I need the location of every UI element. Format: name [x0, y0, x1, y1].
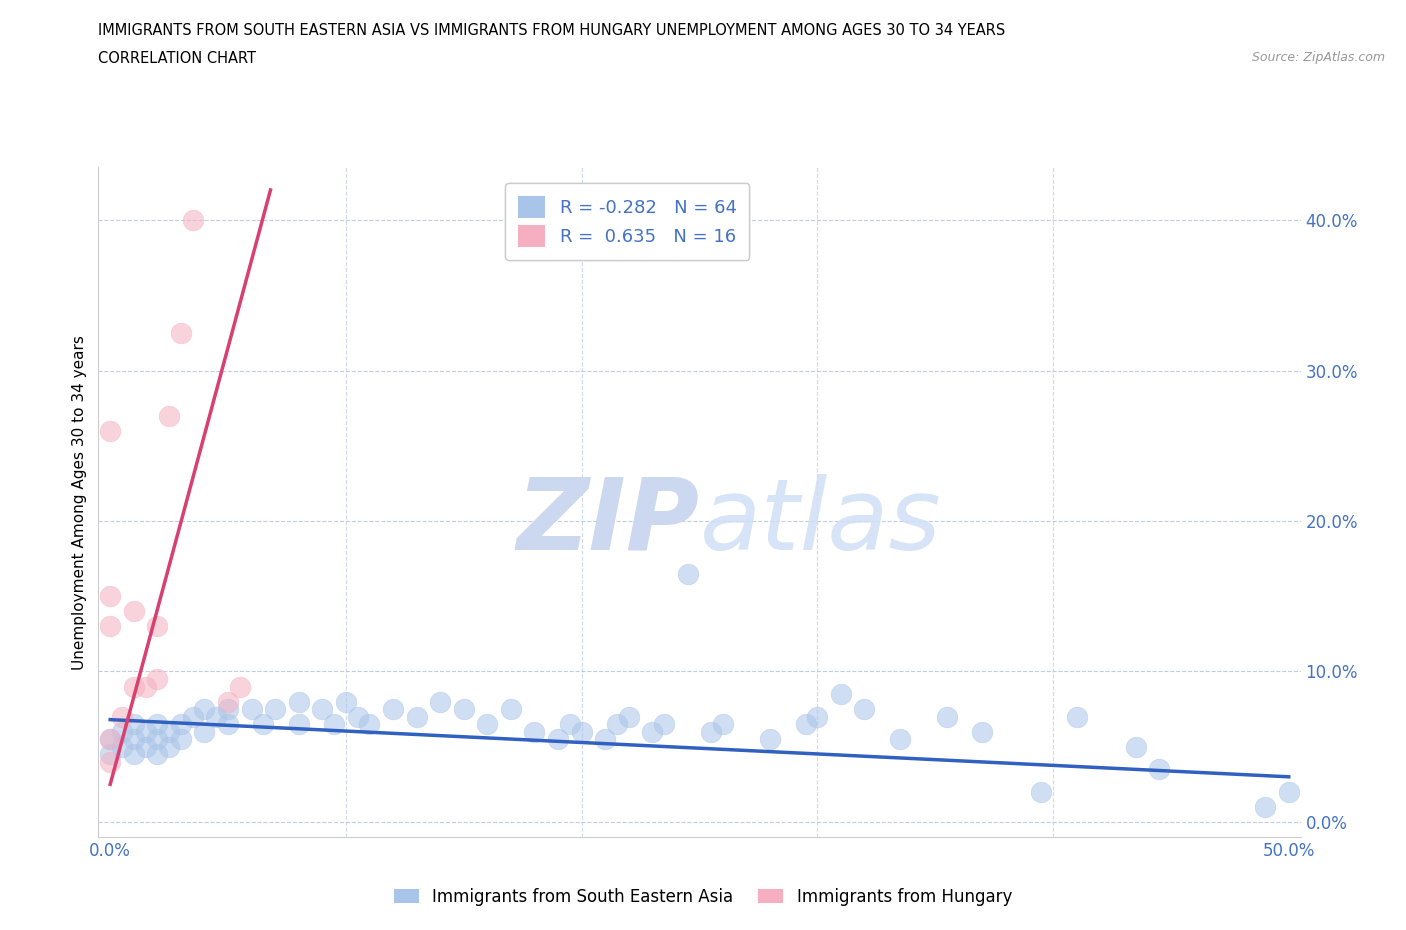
Legend: Immigrants from South Eastern Asia, Immigrants from Hungary: Immigrants from South Eastern Asia, Immi… [387, 881, 1019, 912]
Point [359, 717, 381, 732]
Point [523, 724, 546, 739]
Point [700, 724, 723, 739]
Text: CORRELATION CHART: CORRELATION CHART [98, 51, 256, 66]
Point [240, 701, 263, 716]
Point [889, 732, 911, 747]
Point [98, 589, 121, 604]
Text: atlas: atlas [699, 473, 941, 571]
Point [157, 724, 180, 739]
Point [193, 701, 215, 716]
Point [806, 710, 828, 724]
Point [146, 717, 169, 732]
Point [936, 710, 959, 724]
Point [617, 710, 640, 724]
Point [157, 739, 180, 754]
Point [217, 701, 239, 716]
Point [972, 724, 994, 739]
Point [676, 566, 699, 581]
Point [122, 604, 145, 618]
Point [711, 717, 734, 732]
Point [499, 701, 522, 716]
Point [146, 618, 169, 633]
Point [558, 717, 581, 732]
Point [98, 732, 121, 747]
Point [287, 694, 309, 709]
Point [311, 701, 333, 716]
Point [146, 732, 169, 747]
Point [547, 732, 569, 747]
Point [477, 717, 499, 732]
Point [111, 710, 134, 724]
Point [146, 671, 169, 686]
Point [571, 724, 593, 739]
Text: IMMIGRANTS FROM SOUTH EASTERN ASIA VS IMMIGRANTS FROM HUNGARY UNEMPLOYMENT AMONG: IMMIGRANTS FROM SOUTH EASTERN ASIA VS IM… [98, 23, 1005, 38]
Point [181, 213, 204, 228]
Point [287, 717, 309, 732]
Point [111, 739, 134, 754]
Point [405, 710, 427, 724]
Point [1031, 784, 1053, 799]
Point [135, 679, 157, 694]
Point [652, 717, 675, 732]
Y-axis label: Unemployment Among Ages 30 to 34 years: Unemployment Among Ages 30 to 34 years [72, 335, 87, 670]
Legend: R = -0.282   N = 64, R =  0.635   N = 16: R = -0.282 N = 64, R = 0.635 N = 16 [505, 183, 749, 259]
Point [264, 701, 287, 716]
Point [122, 747, 145, 762]
Point [382, 701, 405, 716]
Point [830, 686, 852, 701]
Text: ZIP: ZIP [516, 473, 699, 571]
Text: Source: ZipAtlas.com: Source: ZipAtlas.com [1251, 51, 1385, 64]
Point [794, 717, 817, 732]
Point [181, 710, 204, 724]
Point [205, 710, 228, 724]
Point [252, 717, 274, 732]
Point [170, 326, 193, 340]
Point [323, 717, 346, 732]
Point [146, 747, 169, 762]
Point [135, 724, 157, 739]
Point [429, 694, 451, 709]
Point [98, 754, 121, 769]
Point [217, 694, 239, 709]
Point [98, 747, 121, 762]
Point [335, 694, 357, 709]
Point [111, 724, 134, 739]
Point [641, 724, 664, 739]
Point [193, 724, 215, 739]
Point [135, 739, 157, 754]
Point [1147, 762, 1170, 777]
Point [98, 423, 121, 438]
Point [157, 408, 180, 423]
Point [606, 717, 628, 732]
Point [1066, 710, 1088, 724]
Point [229, 679, 252, 694]
Point [98, 618, 121, 633]
Point [98, 732, 121, 747]
Point [170, 732, 193, 747]
Point [1254, 800, 1277, 815]
Point [453, 701, 475, 716]
Point [759, 732, 782, 747]
Point [122, 717, 145, 732]
Point [217, 717, 239, 732]
Point [346, 710, 368, 724]
Point [1278, 784, 1301, 799]
Point [122, 732, 145, 747]
Point [853, 701, 876, 716]
Point [593, 732, 616, 747]
Point [122, 679, 145, 694]
Point [170, 717, 193, 732]
Point [1125, 739, 1147, 754]
